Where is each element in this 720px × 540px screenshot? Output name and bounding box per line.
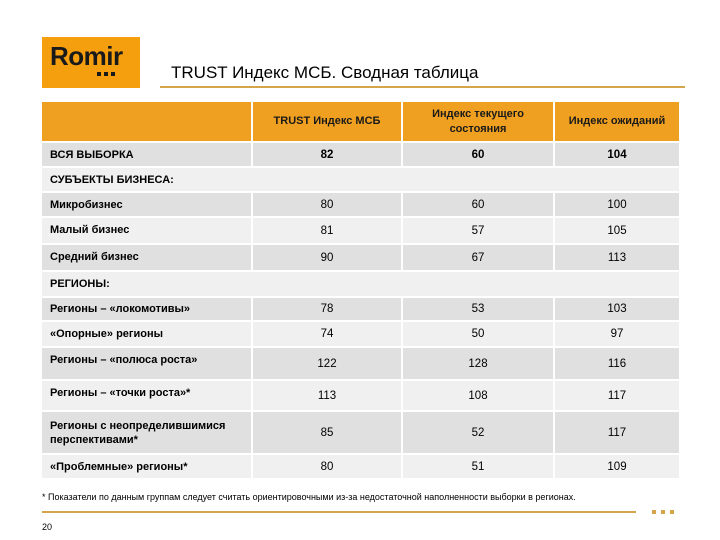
table-row: Регионы с неопределившимися перспективам… [42, 412, 679, 455]
table-row: «Опорные» регионы 74 50 97 [42, 322, 679, 348]
table-row: Средний бизнес 90 67 113 [42, 245, 679, 272]
header-expectations-index: Индекс ожиданий [555, 102, 679, 143]
logo-text: Romir [50, 41, 123, 71]
footer-dots [652, 510, 674, 514]
table-row: Регионы – «точки роста»* 113 108 117 [42, 381, 679, 412]
footer-divider [42, 511, 636, 513]
section-row: РЕГИОНЫ: [42, 272, 679, 298]
table-row: Регионы – «полюса роста» 122 128 116 [42, 348, 679, 381]
table-row: Регионы – «локомотивы» 78 53 103 [42, 298, 679, 322]
header-empty [42, 102, 253, 143]
table-row: «Проблемные» регионы* 80 51 109 [42, 455, 679, 480]
summary-table: TRUST Индекс МСБ Индекс текущего состоян… [42, 102, 679, 480]
page-title: TRUST Индекс МСБ. Сводная таблица [171, 63, 479, 82]
header-trust-index: TRUST Индекс МСБ [253, 102, 403, 143]
logo-dots [97, 72, 115, 76]
table-row: Малый бизнес 81 57 105 [42, 218, 679, 245]
footnote: * Показатели по данным группам следует с… [42, 492, 576, 502]
romir-logo: Romir [42, 37, 140, 88]
table-row: Микробизнес 80 60 100 [42, 193, 679, 218]
table-row: ВСЯ ВЫБОРКА 82 60 104 [42, 143, 679, 168]
page-number: 20 [42, 522, 53, 532]
header-current-index: Индекс текущего состояния [403, 102, 555, 143]
title-divider [160, 86, 685, 88]
section-row: СУБЪЕКТЫ БИЗНЕСА: [42, 168, 679, 193]
table-header-row: TRUST Индекс МСБ Индекс текущего состоян… [42, 102, 679, 143]
